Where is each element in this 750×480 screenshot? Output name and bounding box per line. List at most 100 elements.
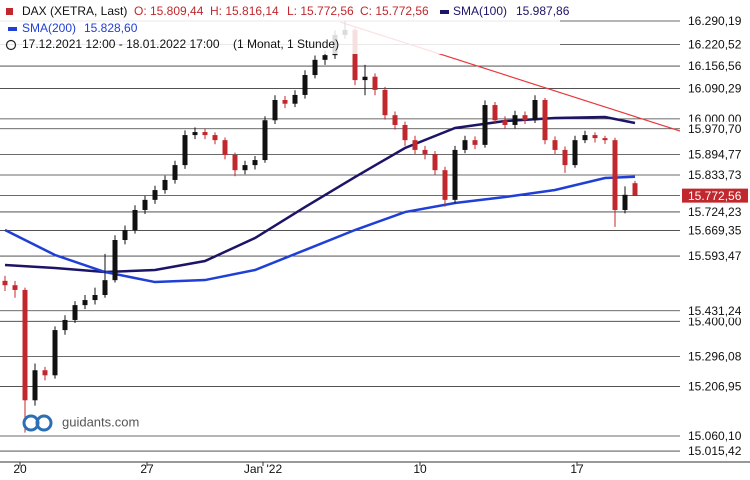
legend-bg bbox=[0, 2, 560, 54]
y-tick-label-bg bbox=[682, 81, 748, 96]
y-tick-label: 16.156,56 bbox=[688, 59, 742, 73]
x-tick-label: Jan '22 bbox=[244, 462, 283, 476]
candle-body bbox=[102, 280, 108, 295]
candle-body bbox=[132, 209, 138, 231]
legend-swatch bbox=[440, 10, 449, 14]
y-tick-label-bg bbox=[682, 349, 748, 364]
y-tick-label: 15.772,56 bbox=[688, 189, 742, 203]
instrument: DAX (XETRA, Last) bbox=[22, 4, 127, 18]
instrument-icon bbox=[6, 8, 13, 15]
candle-body bbox=[422, 149, 428, 155]
candle-body bbox=[392, 115, 398, 125]
candle-body bbox=[152, 190, 158, 200]
candle-body bbox=[312, 59, 318, 76]
y-tick-label-bg bbox=[682, 188, 748, 203]
y-tick-label-bg bbox=[682, 428, 748, 443]
candle-body bbox=[322, 55, 328, 60]
legend-value: 15.987,86 bbox=[516, 4, 570, 18]
y-axis-bg bbox=[680, 0, 750, 480]
candle-body bbox=[472, 140, 478, 145]
sma-line bbox=[4, 175, 636, 284]
candle-body bbox=[512, 115, 518, 125]
candle-body bbox=[612, 140, 618, 210]
candle-body bbox=[362, 76, 368, 81]
candle-body bbox=[2, 280, 8, 286]
legend-name: SMA(100) bbox=[453, 4, 507, 18]
y-tick-label-bg bbox=[682, 314, 748, 329]
candle-body bbox=[182, 135, 188, 166]
candle-body bbox=[522, 115, 528, 121]
y-tick-label: 15.431,24 bbox=[688, 304, 742, 318]
close-label: C: 15.772,56 bbox=[360, 4, 429, 18]
y-tick-label: 16.090,29 bbox=[688, 82, 742, 96]
candle-body bbox=[302, 75, 308, 95]
y-tick-label: 16.220,52 bbox=[688, 38, 742, 52]
candle-body bbox=[432, 154, 438, 171]
candle-body bbox=[572, 140, 578, 166]
open-label: O: 15.809,44 bbox=[134, 4, 204, 18]
y-tick-label: 15.060,10 bbox=[688, 429, 742, 443]
x-tick-label: 10 bbox=[413, 462, 427, 476]
candle-body bbox=[632, 183, 638, 196]
candle-body bbox=[622, 194, 628, 210]
candle-body bbox=[212, 135, 218, 141]
y-tick-label-bg bbox=[682, 223, 748, 238]
candle-body bbox=[452, 149, 458, 200]
candle-body bbox=[352, 29, 358, 81]
logo-text: guidants.com bbox=[62, 414, 139, 429]
candle-body bbox=[202, 132, 208, 136]
x-tick-label: 17 bbox=[570, 462, 584, 476]
candle-body bbox=[412, 140, 418, 150]
candle-body bbox=[192, 132, 198, 136]
high-label: H: 15.816,14 bbox=[210, 4, 279, 18]
candle-body bbox=[402, 124, 408, 141]
x-tick-label: 27 bbox=[140, 462, 154, 476]
low-label: L: 15.772,56 bbox=[287, 4, 354, 18]
candle-body bbox=[272, 99, 278, 121]
candle-body bbox=[492, 105, 498, 121]
y-tick-label: 15.970,70 bbox=[688, 122, 742, 136]
period-icon bbox=[5, 39, 17, 51]
candle-body bbox=[22, 289, 28, 401]
candle-body bbox=[32, 370, 38, 401]
candle-body bbox=[372, 76, 378, 90]
y-tick-label-bg bbox=[682, 59, 748, 74]
y-tick-label-bg bbox=[682, 147, 748, 162]
candle-body bbox=[222, 140, 228, 155]
x-tick-label: 20 bbox=[13, 462, 27, 476]
mark-layer bbox=[2, 21, 638, 433]
candle-body bbox=[282, 99, 288, 104]
candle-body bbox=[252, 160, 258, 166]
y-tick-label-bg bbox=[682, 204, 748, 219]
candle-body bbox=[162, 179, 168, 191]
y-tick-label: 15.206,95 bbox=[688, 380, 742, 394]
logo-icon bbox=[35, 414, 53, 432]
y-tick-label-bg bbox=[682, 249, 748, 264]
y-tick-label-bg bbox=[682, 37, 748, 52]
candle-body bbox=[582, 135, 588, 141]
y-tick-label: 15.724,23 bbox=[688, 205, 742, 219]
logo: guidants.com bbox=[22, 414, 139, 432]
candle-body bbox=[52, 330, 58, 376]
legend-swatch bbox=[8, 27, 17, 31]
y-tick-label: 15.593,47 bbox=[688, 249, 742, 263]
interval: (1 Monat, 1 Stunde) bbox=[233, 37, 339, 51]
candle-body bbox=[92, 294, 98, 301]
y-tick-label: 15.296,08 bbox=[688, 350, 742, 364]
legend-value: 15.828,60 bbox=[84, 21, 138, 35]
y-tick-label-bg bbox=[682, 167, 748, 182]
candle-body bbox=[42, 370, 48, 376]
y-tick-label: 15.015,42 bbox=[688, 444, 742, 458]
candle-body bbox=[292, 94, 298, 104]
legend: DAX (XETRA, Last) O: 15.809,44 H: 15.816… bbox=[5, 4, 570, 51]
candle-body bbox=[72, 305, 78, 320]
candle-body bbox=[112, 240, 118, 281]
y-tick-label: 15.400,00 bbox=[688, 314, 742, 328]
y-tick-label: 15.669,35 bbox=[688, 224, 742, 238]
y-tick-label-bg bbox=[682, 444, 748, 459]
candle-body bbox=[482, 105, 488, 145]
y-tick-label-bg bbox=[682, 13, 748, 28]
